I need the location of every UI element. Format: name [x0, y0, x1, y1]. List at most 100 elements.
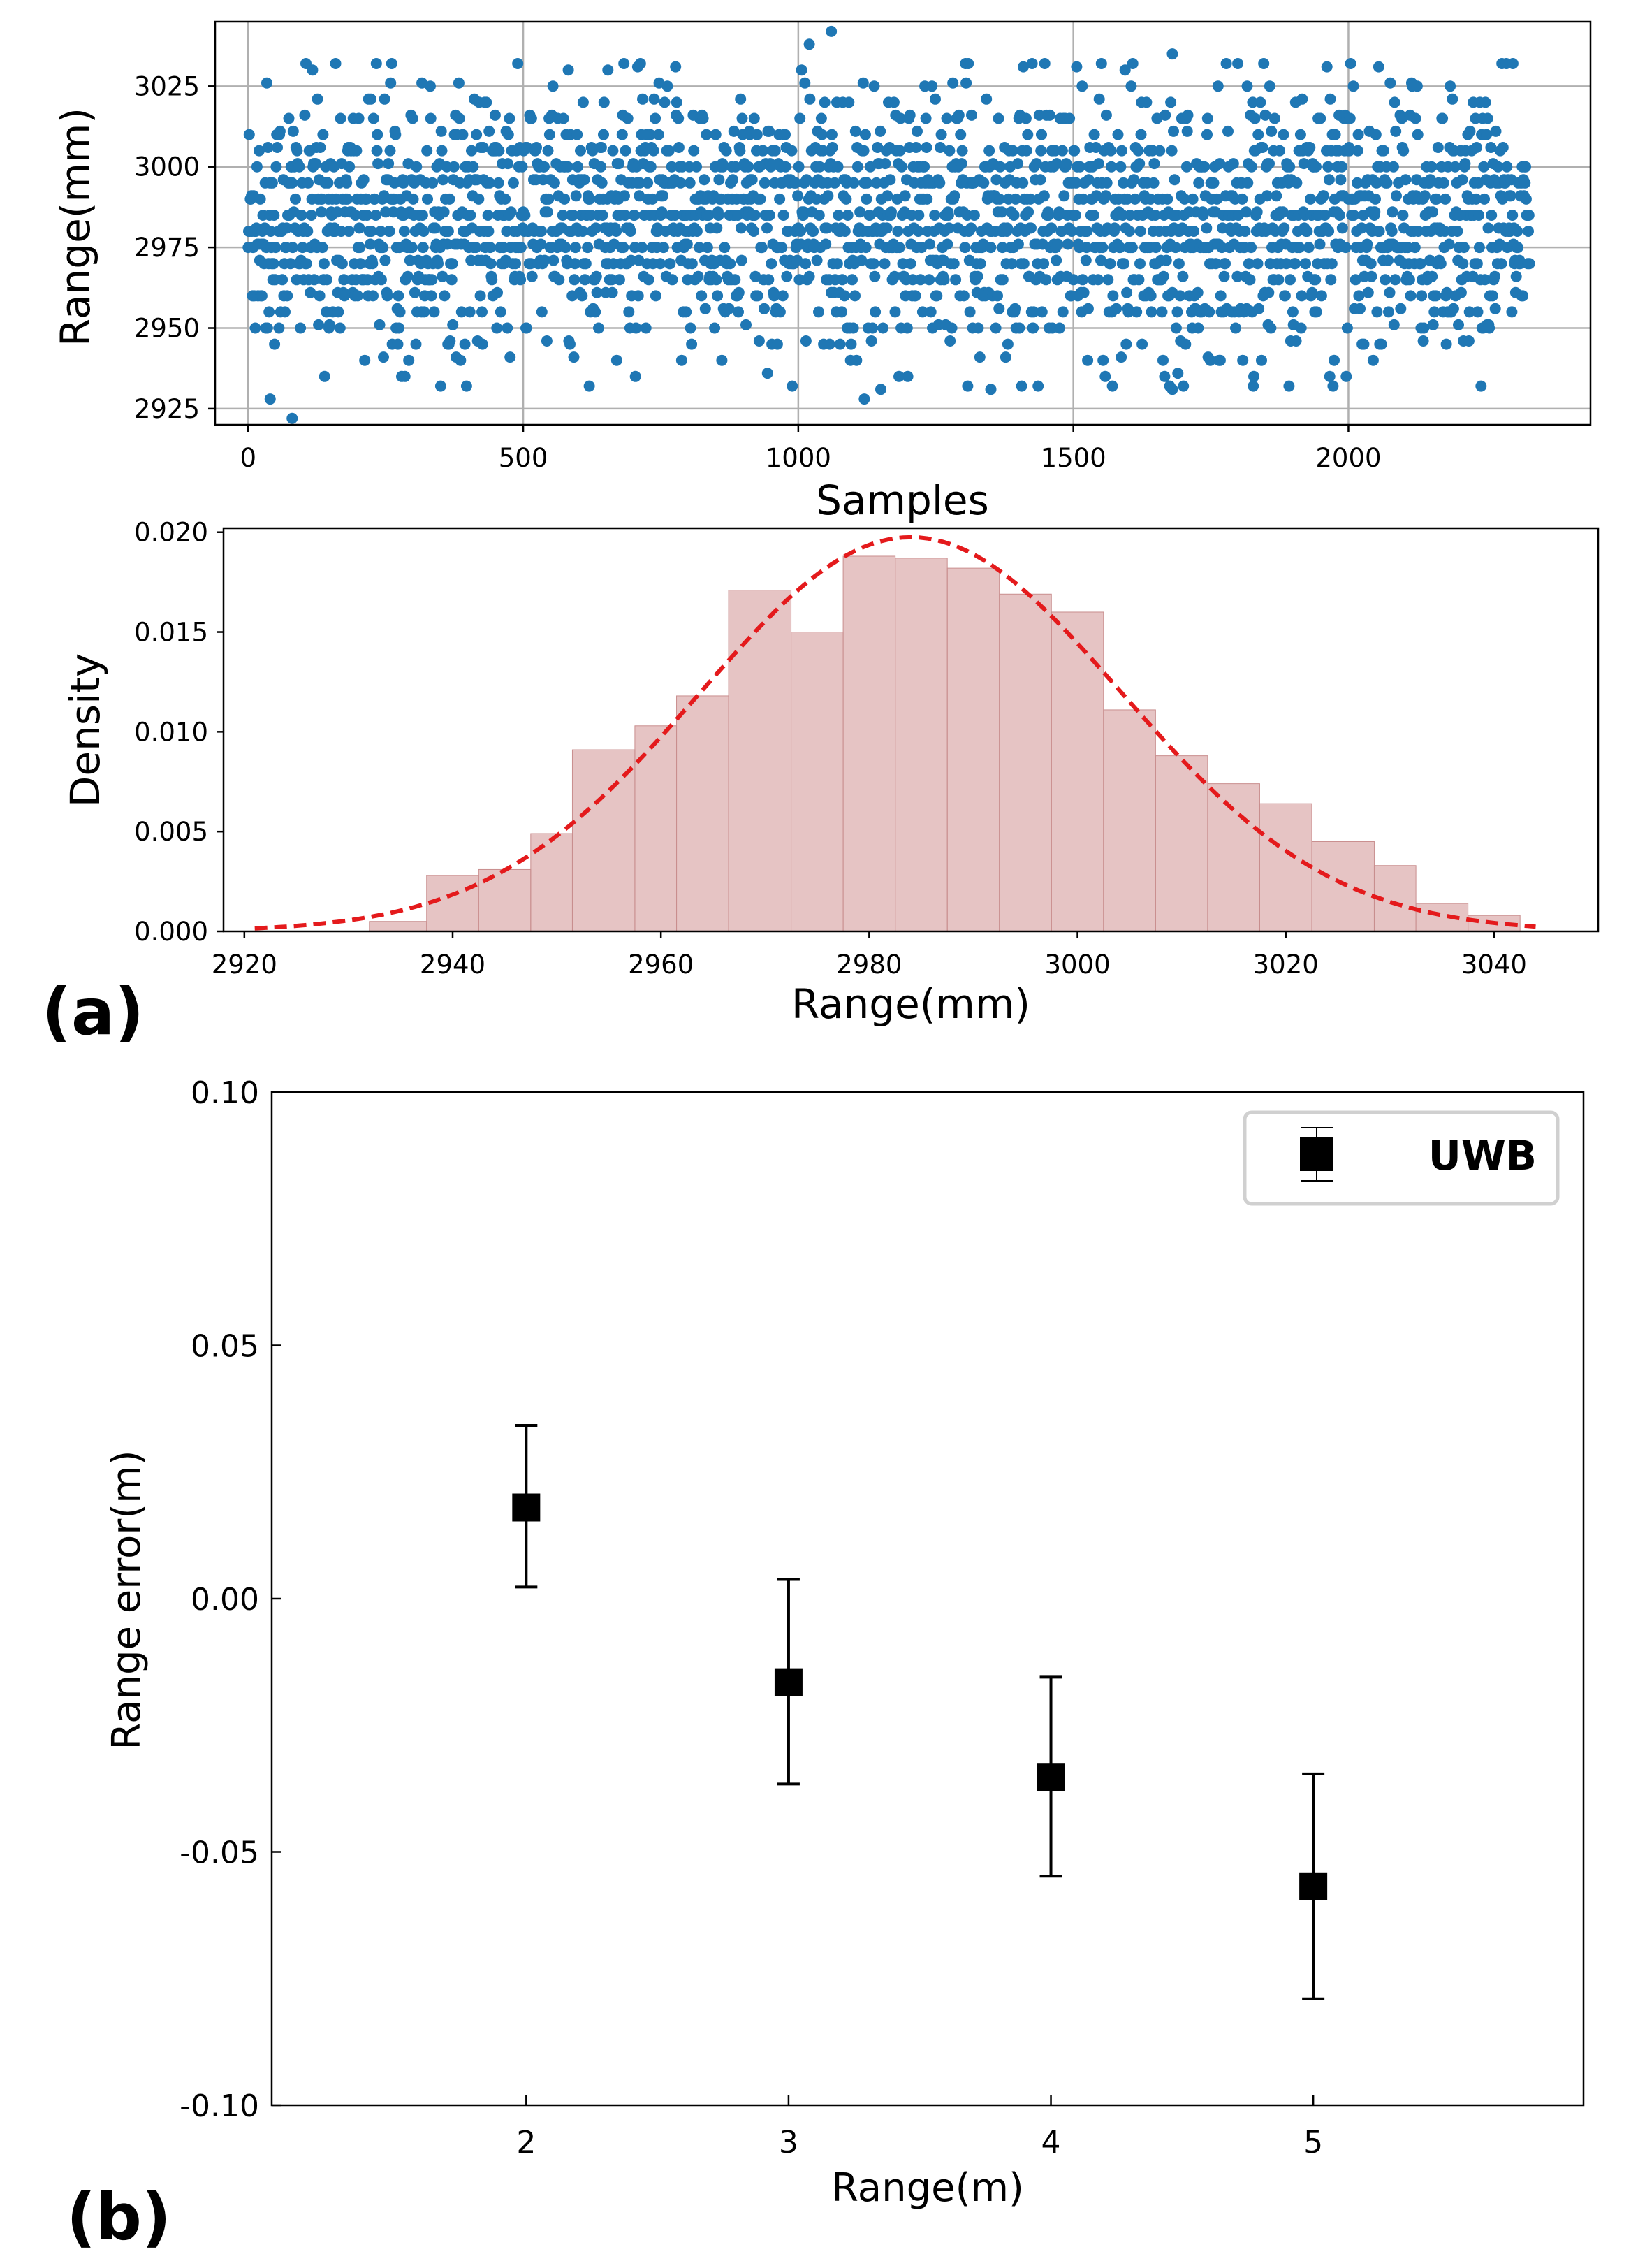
histogram-x-axis-label: Range(mm) — [791, 980, 1030, 1028]
error-point — [774, 1578, 803, 1786]
scatter-point — [268, 258, 279, 270]
scatter-point — [1242, 177, 1254, 189]
scatter-point — [1160, 254, 1172, 266]
histogram-x-tick-label: 2980 — [836, 950, 902, 980]
scatter-point — [1370, 193, 1381, 205]
scatter-point — [1369, 206, 1381, 218]
scatter-point — [607, 145, 619, 157]
scatter-point — [629, 370, 641, 382]
scatter-point — [317, 129, 329, 140]
scatter-point — [1341, 322, 1353, 334]
scatter-point — [393, 290, 404, 302]
panel-label-b: (b) — [66, 2180, 171, 2255]
scatter-point — [843, 96, 855, 108]
scatter-point — [743, 161, 754, 173]
scatter-y-tick-label: 3000 — [134, 152, 200, 182]
scatter-point — [515, 242, 527, 254]
scatter-point — [499, 193, 511, 205]
scatter-point — [771, 338, 783, 350]
scatter-point — [570, 190, 582, 202]
scatter-point — [1391, 190, 1402, 202]
scatter-point — [1352, 177, 1363, 189]
scatter-point — [849, 290, 861, 302]
scatter-point — [1507, 210, 1519, 221]
scatter-point — [1326, 258, 1338, 270]
scatter-point — [1283, 380, 1295, 392]
scatter-point — [1353, 290, 1365, 302]
scatter-point — [476, 306, 488, 318]
scatter-point — [367, 112, 379, 124]
scatter-point — [1248, 370, 1259, 382]
scatter-point — [1056, 145, 1068, 157]
scatter-point — [881, 222, 893, 234]
scatter-point — [796, 64, 807, 76]
scatter-point — [562, 161, 573, 173]
scatter-point — [394, 306, 406, 318]
scatter-point — [826, 25, 838, 37]
scatter-point — [343, 226, 355, 237]
scatter-point — [505, 206, 517, 218]
scatter-point — [1435, 258, 1447, 270]
scatter-point — [793, 161, 805, 173]
scatter-point — [1192, 286, 1204, 298]
scatter-point — [1002, 338, 1014, 350]
scatter-point — [657, 242, 669, 254]
scatter-point — [388, 206, 400, 218]
scatter-point — [1380, 274, 1391, 286]
scatter-point — [1067, 274, 1079, 286]
scatter-point — [302, 226, 314, 237]
scatter-point — [264, 393, 276, 405]
scatter-point — [617, 242, 629, 254]
scatter-point — [877, 322, 889, 334]
scatter-point — [833, 210, 844, 221]
histogram-bar — [1259, 803, 1312, 932]
scatter-point — [657, 190, 669, 202]
scatter-point — [712, 210, 724, 221]
scatter-point — [740, 319, 752, 330]
scatter-point — [1026, 58, 1038, 69]
scatter-x-tick-label: 2000 — [1315, 443, 1381, 473]
scatter-point — [1201, 112, 1213, 124]
scatter-point — [286, 412, 298, 424]
scatter-point — [1459, 158, 1471, 170]
scatter-point — [859, 129, 871, 140]
scatter-point — [959, 242, 971, 254]
scatter-point — [254, 145, 265, 157]
scatter-point — [648, 93, 660, 105]
scatter-point — [1304, 142, 1316, 153]
scatter-point — [1239, 226, 1251, 237]
scatter-point — [1115, 161, 1127, 173]
scatter-point — [1215, 290, 1227, 302]
scatter-point — [272, 142, 283, 153]
scatter-point — [905, 258, 916, 270]
scatter-point — [1356, 222, 1368, 234]
histogram-x-tick-label: 3020 — [1253, 950, 1319, 980]
range-error-x-tick-label: 5 — [1303, 2125, 1323, 2160]
scatter-point — [1102, 274, 1114, 286]
scatter-point — [1007, 145, 1018, 157]
scatter-point — [620, 145, 631, 157]
scatter-point — [398, 226, 410, 237]
scatter-point — [955, 129, 967, 140]
scatter-point — [1171, 306, 1183, 318]
scatter-point — [590, 270, 602, 282]
scatter-point — [1060, 158, 1072, 170]
scatter-point — [425, 80, 436, 92]
scatter-point — [256, 290, 268, 302]
scatter-point — [1440, 338, 1452, 350]
scatter-point — [1214, 158, 1226, 170]
scatter-point — [1296, 290, 1308, 302]
histogram-bar — [676, 695, 729, 932]
scatter-point — [994, 161, 1006, 173]
scatter-point — [634, 190, 645, 202]
scatter-point — [848, 177, 860, 189]
scatter-point — [1104, 258, 1116, 270]
scatter-point — [1066, 226, 1078, 237]
scatter-point — [1426, 270, 1438, 282]
scatter-point — [557, 112, 569, 124]
histogram-bar — [1207, 783, 1260, 932]
scatter-point — [390, 129, 402, 140]
scatter-point — [1383, 306, 1394, 318]
scatter-point — [794, 112, 806, 124]
scatter-point — [1032, 380, 1044, 392]
